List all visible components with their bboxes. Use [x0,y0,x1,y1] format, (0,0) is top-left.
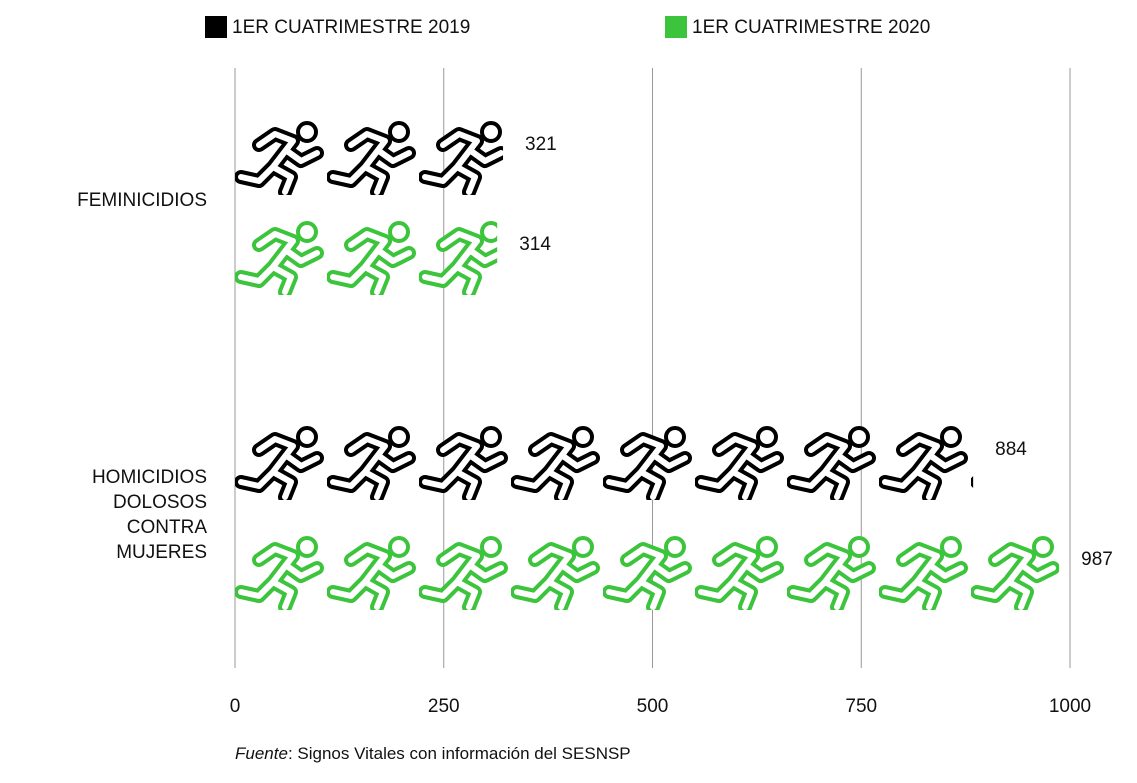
source-text: Signos Vitales con información del SESNS… [297,744,631,763]
value-label: 987 [1081,549,1113,570]
legend-label: 1ER CUATRIMESTRE 2020 [692,17,930,38]
category-label: FEMINICIDIOS [77,190,207,211]
bar [235,420,974,500]
bar [235,215,498,295]
x-tick-label: 500 [637,696,669,717]
source: Fuente: Signos Vitales con información d… [235,744,631,763]
x-tick-label: 1000 [1049,696,1091,717]
x-tick-label: 250 [428,696,460,717]
value-label: 314 [519,234,551,255]
x-tick-label: 0 [230,696,241,717]
source-label: Fuente [235,744,288,763]
value-label: 321 [525,134,557,155]
bar [235,530,1060,610]
bar [235,115,504,195]
category-label: HOMICIDIOS DOLOSOS CONTRA MUJERES [91,467,207,563]
value-label: 884 [995,439,1027,460]
legend-swatch [665,16,687,38]
legend-swatch [205,16,227,38]
x-tick-label: 750 [845,696,877,717]
legend-label: 1ER CUATRIMESTRE 2019 [232,17,470,38]
